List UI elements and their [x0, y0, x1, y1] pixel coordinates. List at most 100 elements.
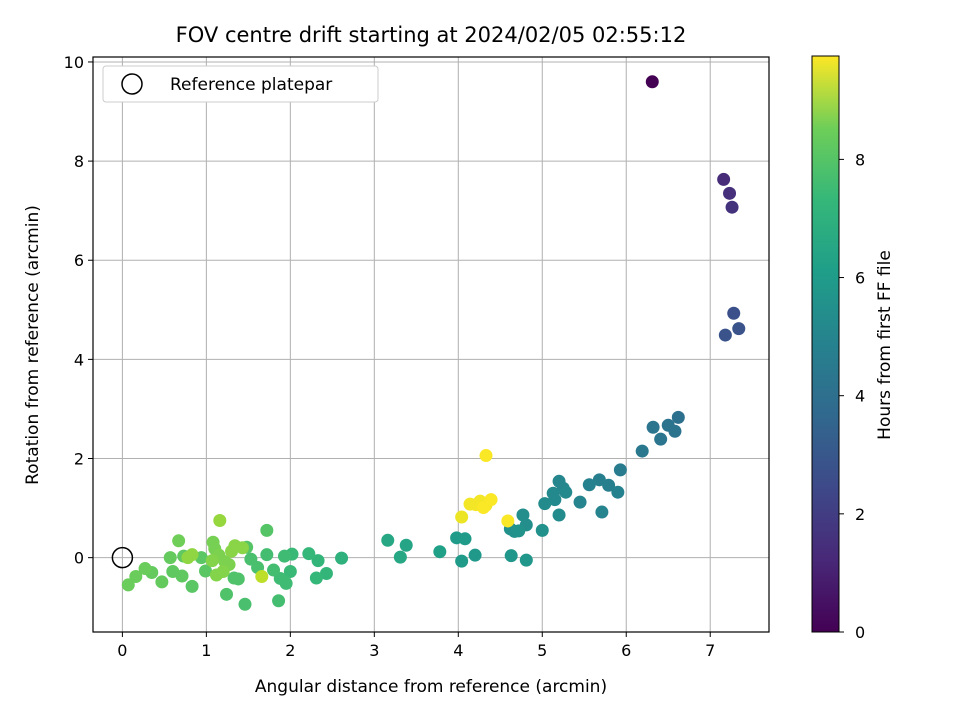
data-point — [138, 562, 152, 576]
data-point — [155, 575, 169, 589]
data-point — [272, 594, 286, 608]
data-point — [213, 513, 227, 527]
x-tick-label: 7 — [705, 641, 715, 660]
y-tick-label: 4 — [74, 350, 84, 369]
x-tick-label: 2 — [285, 641, 295, 660]
y-axis-label: Rotation from reference (arcmin) — [23, 205, 43, 485]
data-point — [255, 569, 269, 583]
data-point — [484, 493, 498, 507]
plot-frame — [92, 56, 770, 633]
x-tick-label: 4 — [453, 641, 463, 660]
data-point — [725, 200, 739, 214]
data-point — [309, 571, 323, 585]
colorbar-tick-label: 4 — [855, 387, 865, 406]
data-point — [611, 485, 625, 499]
data-point — [393, 550, 407, 564]
legend: Reference platepar — [102, 65, 379, 103]
data-point — [602, 478, 616, 492]
data-point — [504, 549, 518, 563]
colorbar-tick-label: 8 — [855, 150, 865, 169]
data-point — [516, 508, 530, 522]
data-point — [302, 547, 316, 561]
data-point — [535, 523, 549, 537]
data-point — [216, 565, 230, 579]
data-point — [668, 424, 682, 438]
legend-entry-reference: Reference platepar — [170, 75, 332, 95]
x-axis-ticks: 0 1 2 3 4 5 6 7 — [117, 632, 715, 660]
data-point — [220, 587, 234, 601]
data-point — [205, 554, 219, 568]
data-point — [559, 485, 573, 499]
data-point — [455, 510, 469, 524]
data-point — [185, 579, 199, 593]
data-point — [548, 493, 562, 507]
y-axis-ticks: 0 2 4 6 8 10 — [64, 53, 93, 568]
data-point — [455, 554, 469, 568]
data-point — [121, 578, 135, 592]
data-point — [181, 551, 195, 565]
colorbar: 0 2 4 6 8 Hours from first FF file — [811, 55, 895, 642]
x-tick-label: 5 — [537, 641, 547, 660]
data-point — [512, 524, 526, 538]
legend-marker-icon — [121, 73, 143, 95]
x-axis-label: Angular distance from reference (arcmin) — [255, 677, 607, 697]
data-point — [381, 533, 395, 547]
y-tick-label: 2 — [74, 450, 84, 469]
data-point — [199, 564, 213, 578]
legend-box — [102, 65, 379, 103]
data-point — [458, 532, 472, 546]
colorbar-ticks: 0 2 4 6 8 — [839, 150, 865, 642]
data-point — [283, 565, 297, 579]
data-point — [166, 565, 180, 579]
x-tick-label: 6 — [621, 641, 631, 660]
colorbar-tick-label: 2 — [855, 505, 865, 524]
data-point — [238, 597, 252, 611]
y-tick-label: 6 — [74, 251, 84, 270]
data-point — [646, 420, 660, 434]
data-point — [723, 186, 737, 200]
data-point — [645, 75, 659, 89]
data-point — [613, 463, 627, 477]
data-point — [277, 549, 291, 563]
x-tick-label: 0 — [117, 641, 127, 660]
data-point — [335, 551, 349, 565]
data-point — [538, 497, 552, 511]
data-point — [260, 548, 274, 562]
data-point — [582, 478, 596, 492]
data-point — [727, 306, 741, 320]
y-tick-label: 8 — [74, 152, 84, 171]
data-point — [717, 172, 731, 186]
data-point — [129, 569, 143, 583]
data-point — [227, 571, 241, 585]
data-point — [732, 322, 746, 336]
data-point — [399, 538, 413, 552]
data-point — [433, 545, 447, 559]
data-point — [519, 553, 533, 567]
y-tick-label: 10 — [64, 53, 84, 72]
grid-lines — [93, 57, 769, 632]
x-tick-label: 1 — [201, 641, 211, 660]
colorbar-tick-label: 0 — [855, 623, 865, 642]
data-point — [552, 508, 566, 522]
data-point — [654, 432, 668, 446]
x-tick-label: 3 — [369, 641, 379, 660]
data-point — [172, 534, 186, 548]
data-point — [501, 514, 515, 528]
data-point — [267, 563, 281, 577]
data-point — [479, 449, 493, 463]
reference-point-marker — [111, 546, 134, 569]
chart-title: FOV centre drift starting at 2024/02/05 … — [176, 23, 687, 47]
data-point — [573, 495, 587, 509]
colorbar-gradient — [811, 55, 840, 633]
data-point — [235, 541, 249, 555]
data-point — [311, 554, 325, 568]
data-point — [718, 328, 732, 342]
colorbar-label: Hours from first FF file — [875, 250, 895, 440]
data-point — [595, 505, 609, 519]
data-points — [121, 75, 746, 611]
data-point — [163, 551, 177, 565]
data-point — [244, 552, 258, 566]
data-point — [635, 444, 649, 458]
data-point — [260, 523, 274, 537]
